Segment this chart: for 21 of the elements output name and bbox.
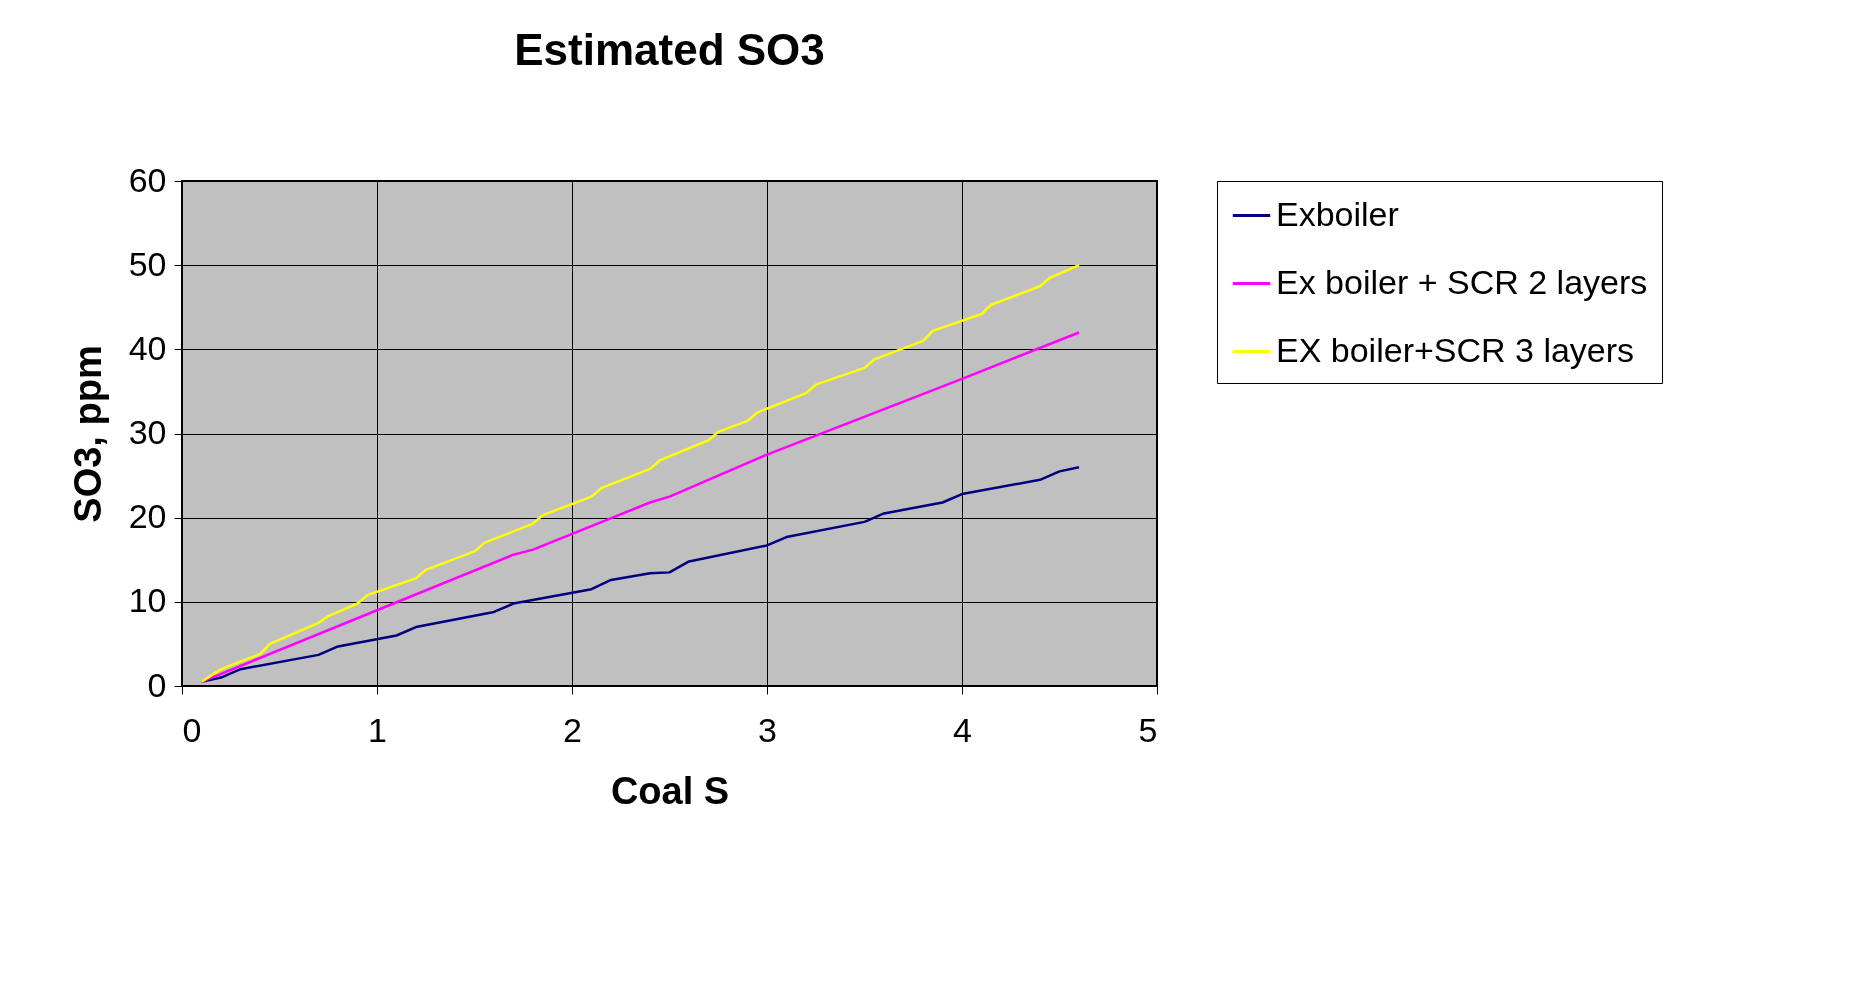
legend-label: Ex boiler + SCR 2 layers bbox=[1276, 262, 1648, 301]
x-tick-label: 5 bbox=[1138, 710, 1158, 749]
chart-title: Estimated SO3 bbox=[514, 25, 825, 74]
line-series bbox=[200, 263, 1081, 684]
legend-label: Exboiler bbox=[1276, 194, 1399, 233]
y-tick-label: 10 bbox=[128, 581, 167, 620]
y-axis-title: SO3, ppm bbox=[66, 345, 109, 523]
y-tick-label: 30 bbox=[128, 413, 167, 451]
x-tick-label: 3 bbox=[758, 710, 777, 749]
line-series bbox=[200, 465, 1081, 684]
x-axis-title: Coal S bbox=[610, 769, 730, 812]
y-tick-label: 60 bbox=[128, 160, 167, 199]
x-tick-label: 2 bbox=[563, 710, 582, 749]
x-tick-label: 4 bbox=[953, 710, 972, 749]
x-tick-label: 0 bbox=[182, 710, 202, 749]
x-tick-label: 1 bbox=[368, 710, 387, 749]
y-tick-label: 50 bbox=[128, 244, 167, 283]
y-tick-label: 0 bbox=[147, 665, 167, 704]
legend-label: EX boiler+SCR 3 layers bbox=[1276, 330, 1635, 369]
y-tick-label: 40 bbox=[128, 328, 167, 367]
y-tick-label: 20 bbox=[128, 497, 167, 536]
